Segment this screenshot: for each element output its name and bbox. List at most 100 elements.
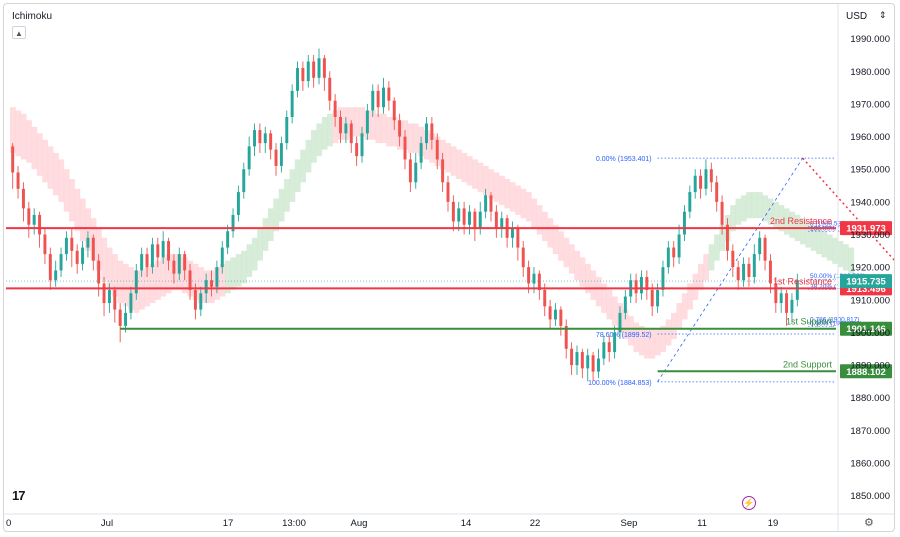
level-name-label: 1st Support xyxy=(786,317,833,327)
cloud-segment xyxy=(477,162,484,193)
cloud-segment xyxy=(74,188,81,232)
cloud-segment xyxy=(547,218,554,248)
cloud-segment xyxy=(380,113,387,144)
chevron-up-icon[interactable]: ▲ xyxy=(12,26,26,39)
cloud-segment xyxy=(810,224,817,251)
cloud-segment xyxy=(267,208,274,242)
candle-body xyxy=(715,182,719,202)
candle-body xyxy=(91,237,95,261)
cloud-segment xyxy=(740,195,747,222)
candle-body xyxy=(118,309,122,326)
level-name-label: 2nd Resistance xyxy=(770,216,832,226)
cloud-segment xyxy=(472,159,478,189)
candle-body xyxy=(285,116,289,144)
y-tick-label: 1940.000 xyxy=(850,197,890,208)
candle-body xyxy=(64,237,68,255)
x-tick-label: 22 xyxy=(530,518,541,529)
chart-plot[interactable]: 0.00% (1953.401) 78.60% (1899.52) 100.00% … xyxy=(4,4,895,532)
candle-body xyxy=(446,182,450,202)
candle-body xyxy=(382,87,385,108)
cloud-segment xyxy=(413,123,419,153)
candle-body xyxy=(204,280,208,294)
candle-body xyxy=(747,263,751,277)
level-price-label: 1913.496 xyxy=(846,284,886,295)
cloud-segment xyxy=(783,208,790,235)
cloud-segment xyxy=(26,120,32,163)
cloud-segment xyxy=(122,263,129,307)
cloud-segment xyxy=(461,152,468,183)
tradingview-logo: 17 xyxy=(12,488,26,503)
cloud-segment xyxy=(595,276,602,307)
candle-body xyxy=(274,149,278,166)
lightning-icon[interactable]: ⚡ xyxy=(742,496,756,510)
indicator-label[interactable]: Ichimoku xyxy=(12,11,53,22)
candle-body xyxy=(279,143,283,166)
candle-body xyxy=(403,136,407,160)
fib-level-label: 100.00% (1884.853) xyxy=(588,380,651,387)
cloud-segment xyxy=(20,113,27,160)
candle-body xyxy=(75,250,79,264)
cloud-segment xyxy=(579,257,586,287)
fib-level-label: 0.00% (1902.122) xyxy=(810,321,862,328)
candle-body xyxy=(290,90,294,117)
cloud-segment xyxy=(832,237,839,264)
candle-body xyxy=(478,211,482,228)
cloud-segment xyxy=(482,165,489,196)
fib-trend-line xyxy=(657,157,804,382)
cloud-segment xyxy=(585,263,591,294)
candle-body xyxy=(672,247,676,258)
chart-window: 0.00% (1953.401) 78.60% (1899.52) 100.00% … xyxy=(3,3,895,532)
candle-body xyxy=(328,77,332,101)
cloud-segment xyxy=(665,319,672,346)
cloud-segment xyxy=(821,231,828,258)
cloud-segment xyxy=(746,192,753,219)
candle-body xyxy=(602,342,606,359)
cloud-segment xyxy=(85,208,92,251)
cloud-segment xyxy=(63,169,70,212)
cloud-segment xyxy=(58,159,65,202)
fib-level-label: 0 (1930.539) xyxy=(810,220,847,227)
x-tick-label: 14 xyxy=(461,518,472,529)
candle-body xyxy=(548,306,552,320)
cloud-segment xyxy=(294,159,301,193)
candle-body xyxy=(709,169,713,183)
cloud-segment xyxy=(590,270,597,300)
candle-body xyxy=(296,68,299,91)
cloud-segment xyxy=(660,325,667,353)
level-price-badge xyxy=(840,364,892,379)
cloud-segment xyxy=(251,237,258,271)
candle-body xyxy=(365,110,369,134)
caret-icon[interactable]: ⇕ xyxy=(879,10,887,20)
candle-body xyxy=(693,175,697,193)
candle-body xyxy=(500,218,504,228)
level-price-label: 1888.102 xyxy=(846,367,886,378)
candle-body xyxy=(752,254,756,277)
level-name-label: 1st Resistance xyxy=(773,276,832,286)
cloud-segment xyxy=(692,273,699,300)
cloud-segment xyxy=(101,237,108,281)
cloud-segment xyxy=(509,182,516,212)
y-tick-label: 1850.000 xyxy=(850,491,890,502)
y-tick-label: 1880.000 xyxy=(850,393,890,404)
fibonacci-lines: 0.00% (1953.401) 78.60% (1899.52) 100.00% … xyxy=(588,156,869,387)
candle-body xyxy=(392,100,396,121)
candle-body xyxy=(226,231,230,248)
candle-body xyxy=(639,276,643,294)
cloud-segment xyxy=(149,263,156,304)
cloud-segment xyxy=(450,146,457,176)
candle-body xyxy=(220,247,224,268)
candle-body xyxy=(758,237,762,255)
candle-body xyxy=(48,254,52,281)
candle-body xyxy=(795,280,799,300)
currency-selector[interactable]: USD xyxy=(846,11,868,22)
cloud-segment xyxy=(230,257,237,291)
cloud-segment xyxy=(241,250,247,284)
cloud-segment xyxy=(531,198,538,228)
cloud-segment xyxy=(558,231,564,261)
y-tick-label: 1920.000 xyxy=(850,263,890,274)
candle-body xyxy=(81,247,85,264)
y-tick-label: 1870.000 xyxy=(850,426,890,437)
candle-body xyxy=(543,290,547,307)
gear-icon[interactable]: ⚙ xyxy=(864,517,874,529)
cloud-segment xyxy=(767,198,774,225)
